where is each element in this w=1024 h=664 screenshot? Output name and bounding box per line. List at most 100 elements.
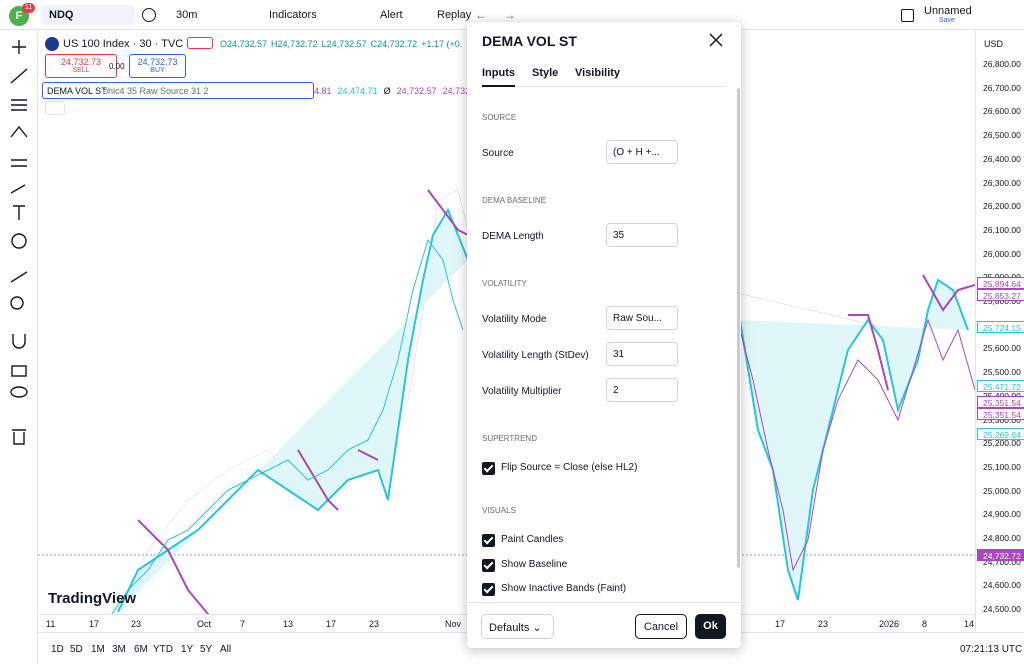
indicator-legend[interactable] — [42, 82, 314, 99]
field-label: Source — [482, 148, 514, 159]
price-candles — [107, 238, 464, 621]
bear-band — [137, 189, 469, 621]
replay-button[interactable]: Replay — [437, 9, 472, 21]
field-input[interactable]: 35 — [606, 223, 678, 247]
symbol: NDQ — [49, 9, 74, 21]
field-label: Volatility Multiplier — [482, 386, 562, 397]
price-label: 25,351.54 — [977, 396, 1024, 408]
checkbox-label: Show Baseline — [501, 558, 568, 570]
price-label: 24,732.72 — [977, 549, 1024, 561]
price-tick: 25,200.00 — [983, 438, 1021, 449]
price-tick: 26,700.00 — [983, 82, 1021, 93]
ohlc-value: H24,732.72 — [271, 39, 318, 49]
time-tick: 7 — [240, 619, 246, 629]
period-button[interactable]: 6M — [134, 644, 148, 655]
price-tick: 25,600.00 — [983, 343, 1021, 354]
layout-save[interactable]: Save — [939, 17, 955, 24]
field-label: Volatility Length (StDev) — [482, 350, 589, 361]
clock: 07:21:13 UTC — [960, 644, 1023, 655]
field-input[interactable]: Raw Sou... — [606, 306, 678, 330]
legend-title[interactable]: US 100 Index · 30 · TVC — [63, 38, 184, 50]
checkbox-label: Paint Candles — [501, 534, 564, 545]
dialog-tab[interactable]: Inputs — [482, 67, 515, 79]
checkbox[interactable] — [482, 558, 495, 572]
price-tick: 24,500.00 — [983, 604, 1021, 615]
price-label: 25,351.54 — [977, 408, 1024, 420]
price-label: 25,471.72 — [977, 380, 1024, 392]
alert-button[interactable]: Alert — [380, 9, 403, 21]
indicator-value: Ø — [383, 86, 391, 96]
indicators-button[interactable]: Indicators — [269, 9, 317, 21]
period-button[interactable]: 5D — [70, 644, 83, 655]
field-input[interactable]: 31 — [606, 342, 678, 366]
checkbox[interactable] — [482, 534, 495, 547]
currency[interactable]: USD — [984, 39, 1004, 49]
section-heading: DEMA BASELINE — [482, 196, 547, 205]
indicator-values: 4.81 24,474.71 Ø 24,732.57 24,732. — [314, 86, 479, 96]
checkbox[interactable] — [482, 583, 495, 596]
sell-button[interactable]: 24,732.73 SELL — [45, 54, 117, 78]
drawing-toolbar — [0, 30, 38, 664]
price-tick: 26,500.00 — [983, 130, 1021, 141]
price-label: 25,894.64 — [977, 277, 1024, 289]
field-label: Volatility Mode — [482, 314, 547, 325]
period-button[interactable]: YTD — [153, 644, 173, 655]
price-tick: 25,500.00 — [983, 367, 1021, 378]
period-button[interactable]: 1M — [91, 644, 105, 655]
ohlc-value: C24,732.72 — [370, 39, 418, 49]
price-tick: 24,600.00 — [983, 580, 1021, 591]
period-button[interactable]: 5Y — [200, 644, 213, 655]
tool-icons — [10, 40, 28, 445]
undo-redo[interactable]: ← → — [475, 8, 516, 22]
section-heading: SUPERTREND — [482, 434, 537, 443]
time-tick: 23 — [369, 619, 380, 629]
price-tick: 25,000.00 — [983, 485, 1021, 496]
ok-button[interactable]: Ok — [695, 614, 726, 639]
defaults-button[interactable]: Defaults ⌄ — [481, 614, 554, 639]
price-label: 25,269.84 — [977, 428, 1024, 440]
sell-label: SELL — [72, 67, 90, 74]
price-label: 25,853.27 — [977, 289, 1024, 301]
field-input[interactable]: 2 — [606, 378, 678, 402]
field-input[interactable]: (O + H +... — [606, 140, 678, 164]
ohlc-value: +1.17 (+0. — [421, 39, 463, 49]
dialog-title: DEMA VOL ST — [482, 33, 577, 49]
interval[interactable]: 30m — [176, 9, 198, 21]
symbol-search[interactable] — [41, 5, 135, 25]
time-tick: Nov — [445, 619, 462, 629]
spread: 0.00 — [109, 62, 125, 71]
checkbox-label: Flip Source = Close (else HL2) — [501, 462, 638, 473]
period-button[interactable]: All — [220, 644, 232, 655]
buy-button[interactable]: 24,732.73 BUY — [129, 54, 186, 78]
close-button[interactable] — [709, 33, 723, 47]
period-button[interactable]: 1Y — [181, 644, 194, 655]
period-button[interactable]: 3M — [112, 644, 126, 655]
price-tick: 26,400.00 — [983, 153, 1021, 164]
scrollbar[interactable] — [737, 88, 740, 568]
period-button[interactable]: 1D — [51, 644, 64, 655]
price-tick: 24,900.00 — [983, 509, 1021, 520]
price-tick: 26,600.00 — [983, 106, 1021, 117]
price-tick: 25,100.00 — [983, 461, 1021, 472]
dialog-tab[interactable]: Visibility — [575, 67, 621, 79]
price-tick: 24,700.00 — [983, 556, 1021, 567]
notification-badge: 11 — [22, 3, 35, 13]
layout-name[interactable]: Unnamed — [924, 5, 972, 17]
section-heading: VISUALS — [482, 506, 516, 515]
indicator-name: DEMA VOL ST — [47, 86, 107, 96]
indicator-value: 24,732. — [442, 86, 473, 96]
checkbox[interactable] — [482, 462, 495, 475]
compare-button[interactable] — [142, 8, 156, 22]
time-tick: 17 — [89, 619, 100, 629]
time-tick: 23 — [818, 619, 829, 629]
ohlc-value: O24,732.57 — [220, 39, 268, 49]
dialog-tab[interactable]: Style — [532, 67, 559, 79]
watermark: TradingView — [48, 590, 137, 607]
price-tick: 25,800.00 — [983, 296, 1021, 306]
collapse-button[interactable] — [45, 101, 65, 115]
indicator-args: ohlc4 35 Raw Source 31 2 — [103, 86, 209, 96]
field-label: DEMA Length — [482, 231, 544, 242]
layout-icon[interactable] — [901, 9, 914, 22]
cancel-button[interactable]: Cancel — [635, 614, 687, 639]
